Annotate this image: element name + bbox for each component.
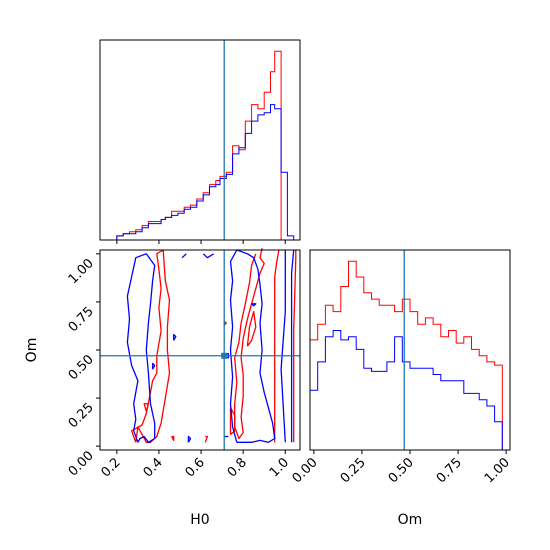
h0-hist-red-series [100, 50, 300, 241]
blue-contour-10 [290, 249, 295, 443]
contour-ytick-label-0: 0.00 [66, 448, 97, 479]
om-hist-xtick-label-2: 0.50 [386, 455, 417, 486]
contour-xtick-label-4: 1.0 [267, 455, 292, 480]
om-hist-xtick-label-1: 0.25 [338, 455, 369, 486]
red-contour-0 [130, 249, 171, 443]
red-contour-8 [293, 250, 297, 443]
blue-contour-8 [181, 253, 187, 259]
om-hist-xtick-label-3: 0.75 [434, 455, 465, 486]
blue-contour-5 [187, 435, 192, 443]
h0-om-contour-panel: 0.2 0.4 0.6 0.8 1.0 0.00 0.25 0.50 0.75 1.00 [66, 247, 301, 480]
h0-hist-frame [99, 39, 301, 241]
om-histogram-panel: 0.00 0.25 0.50 0.75 1.00 [290, 249, 513, 486]
x-axis-label-om: Om [398, 512, 423, 528]
blue-contour-2 [251, 303, 257, 307]
contour-ytick-label-2: 0.50 [66, 352, 97, 383]
om-hist-xtick-label-0: 0.00 [290, 455, 321, 486]
om-hist-xtick-label-4: 1.00 [482, 455, 513, 486]
red-contour-1 [234, 247, 265, 440]
contour-ytick-label-4: 1.00 [66, 256, 97, 287]
y-axis-label-om: Om [24, 338, 40, 363]
blue-contour-1 [229, 249, 276, 443]
contour-ytick-label-3: 0.75 [66, 304, 97, 335]
h0-histogram-panel [99, 39, 301, 244]
contour-xtick-label-1: 0.4 [141, 455, 166, 480]
contour-xtick-label-3: 0.8 [225, 455, 250, 480]
red-contour-2 [246, 310, 257, 347]
red-contour-5 [171, 435, 175, 442]
om-hist-red-series [309, 260, 510, 451]
h0-hist-blue-series [100, 104, 300, 241]
blue-contour-0 [126, 253, 156, 443]
blue-contour-11 [280, 250, 286, 443]
contour-ytick-label-1: 0.25 [66, 400, 97, 431]
blue-contour-9 [202, 253, 215, 259]
om-hist-frame [309, 249, 511, 451]
truth-marker [221, 352, 228, 359]
contour-xtick-label-0: 0.2 [98, 455, 123, 480]
contour-xtick-label-2: 0.6 [183, 455, 208, 480]
red-contour-4 [143, 403, 150, 412]
x-axis-label-h0: H0 [190, 512, 209, 528]
red-contour-7 [274, 249, 280, 443]
red-contour-6 [204, 435, 209, 443]
contour-frame [99, 249, 301, 451]
blue-contour-3 [151, 362, 156, 370]
blue-contour-4 [173, 333, 177, 341]
om-hist-blue-series [309, 330, 510, 451]
